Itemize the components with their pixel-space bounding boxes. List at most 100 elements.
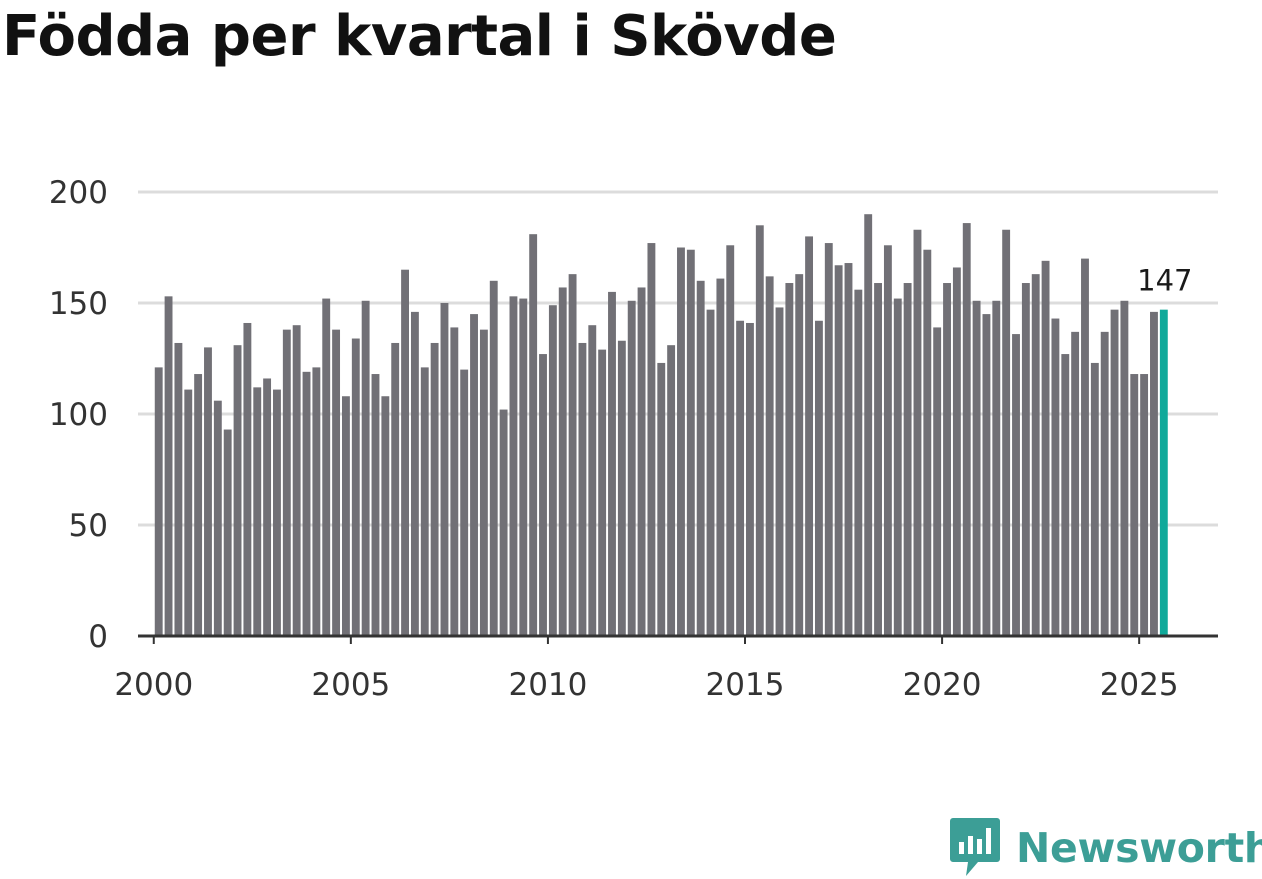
bar-2004-q2	[322, 298, 331, 636]
bar-2023-q1	[1061, 354, 1070, 636]
bar-2025-q1	[1140, 374, 1149, 636]
x-axis	[138, 634, 1218, 644]
bar-2020-q1	[943, 283, 951, 636]
bar-2003-q2	[282, 329, 291, 636]
bar-2003-q4	[302, 371, 311, 636]
bar-2020-q3	[962, 223, 971, 636]
bar-2001-q1	[194, 374, 203, 636]
bar-2015-q2	[755, 225, 764, 637]
bar-2002-q3	[253, 387, 262, 636]
bar-2020-q2	[952, 267, 961, 636]
bar-2001-q3	[213, 400, 222, 636]
bar-2009-q2	[519, 298, 528, 636]
bar-2021-q1	[982, 314, 991, 636]
bar-2016-q1	[785, 283, 794, 636]
bar-2005-q2	[361, 300, 370, 636]
annotations: 147	[1137, 264, 1192, 298]
bar-2019-q3	[923, 249, 932, 636]
bar-2000-q3	[174, 342, 183, 636]
x-axis-labels: 2000 2005 2010 2015 2020 2025	[114, 667, 1178, 703]
y-tick-label-50: 50	[69, 508, 108, 544]
bar-2004-q1	[312, 367, 321, 636]
bar-2002-q4	[263, 378, 272, 636]
bar-2013-q1	[667, 345, 676, 636]
bar-2003-q1	[273, 389, 281, 636]
bar-2023-q4	[1090, 362, 1099, 636]
bar-2023-q2	[1071, 331, 1080, 636]
bar-2016-q3	[805, 236, 814, 636]
bar-2012-q1	[627, 300, 636, 636]
bar-2007-q2	[440, 303, 449, 636]
bar-2023-q3	[1081, 258, 1089, 636]
bar-2006-q3	[410, 311, 419, 636]
brand-logo: Newsworthy	[950, 818, 1262, 878]
bar-2011-q1	[588, 325, 597, 636]
bar-2014-q1	[706, 309, 715, 636]
bar-2010-q4	[578, 342, 587, 636]
bar-2018-q1	[864, 214, 873, 636]
bar-2022-q1	[1021, 283, 1030, 636]
bar-2001-q4	[223, 429, 232, 636]
bar-2005-q1	[351, 338, 360, 636]
bar-2024-q1	[1100, 331, 1109, 636]
bar-2025-q3	[1159, 309, 1168, 636]
bars	[154, 214, 1168, 637]
bar-2018-q3	[883, 245, 892, 636]
bar-2002-q2	[243, 322, 252, 636]
bar-2017-q4	[854, 289, 863, 636]
bar-2011-q2	[598, 349, 607, 636]
x-tick-label-2005: 2005	[311, 667, 390, 703]
bar-2018-q4	[893, 298, 902, 636]
bar-2021-q3	[1002, 229, 1011, 637]
bar-2010-q1	[548, 305, 557, 636]
bar-2011-q3	[608, 291, 616, 636]
y-tick-label-200: 200	[49, 175, 108, 211]
bar-2024-q2	[1110, 309, 1119, 636]
bar-2014-q4	[736, 320, 745, 636]
x-tick-label-2025: 2025	[1100, 667, 1179, 703]
bar-2022-q2	[1031, 274, 1040, 636]
bar-2014-q3	[726, 245, 735, 636]
bar-2017-q2	[834, 265, 843, 636]
chart-title: Födda per kvartal i Skövde	[2, 4, 837, 69]
bar-2015-q3	[765, 276, 774, 636]
bar-2015-q1	[746, 322, 754, 636]
bar-2013-q2	[677, 247, 685, 636]
bar-2017-q3	[844, 263, 853, 636]
bar-2019-q1	[903, 283, 912, 636]
y-tick-label-0: 0	[88, 619, 108, 655]
bar-2012-q3	[647, 243, 656, 636]
bar-2012-q4	[657, 362, 666, 636]
bar-2017-q1	[824, 243, 833, 636]
bar-2010-q3	[568, 274, 577, 636]
bar-2005-q3	[371, 374, 380, 636]
y-tick-label-100: 100	[49, 397, 108, 433]
bar-2021-q2	[992, 300, 1001, 636]
bar-2011-q4	[617, 340, 626, 636]
bar-2004-q3	[332, 329, 341, 636]
bar-2016-q4	[814, 320, 823, 636]
bar-2013-q3	[686, 249, 695, 636]
bar-2025-q2	[1150, 311, 1158, 636]
bar-2021-q4	[1012, 334, 1020, 636]
bar-2009-q3	[529, 234, 538, 636]
bar-2013-q4	[696, 280, 705, 636]
y-tick-label-150: 150	[49, 286, 108, 322]
bar-2007-q3	[450, 327, 459, 636]
bar-2000-q2	[164, 296, 173, 636]
bar-2005-q4	[381, 396, 390, 636]
bar-2022-q4	[1051, 318, 1060, 636]
bar-2006-q1	[391, 342, 400, 636]
bar-2007-q4	[460, 369, 469, 636]
bar-2000-q1	[154, 367, 163, 636]
x-tick-label-2010: 2010	[508, 667, 587, 703]
bar-2001-q2	[204, 347, 212, 636]
bar-2016-q2	[795, 274, 804, 636]
newsworthy-logo-icon	[950, 818, 1000, 876]
y-axis-labels: 0 50 100 150 200	[49, 175, 108, 655]
bar-2008-q4	[499, 409, 508, 636]
bar-2003-q3	[292, 325, 301, 636]
brand-name: Newsworthy	[1016, 824, 1262, 872]
bar-2022-q3	[1041, 260, 1050, 636]
